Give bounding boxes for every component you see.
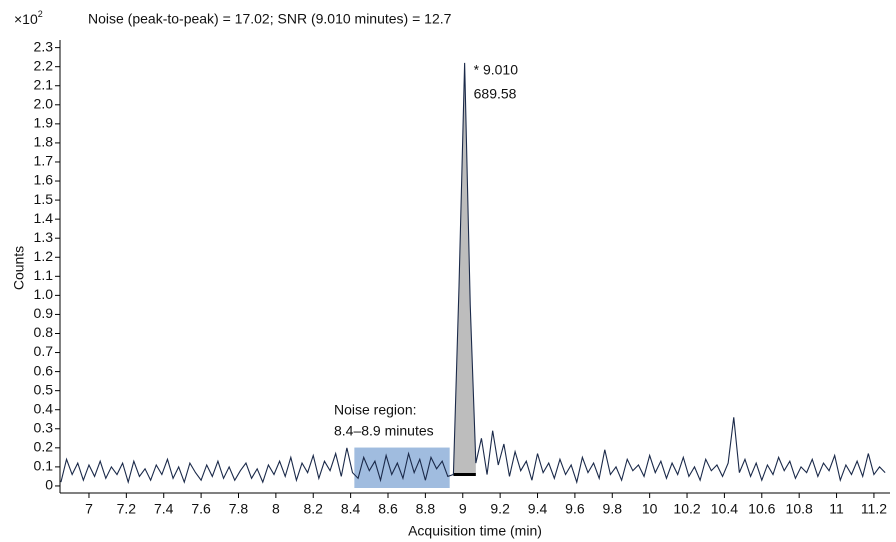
y-tick-label: 1.5 [34,191,54,207]
y-tick-label: 1.1 [34,267,54,283]
x-tick-label: 10.8 [786,501,813,517]
y-tick-label: 2.1 [34,76,54,92]
peak-area [453,62,476,475]
x-tick-label: 9.4 [528,501,548,517]
signal-line [60,62,886,485]
y-tick-label: 1.2 [34,248,54,264]
y-tick-label: 0.2 [34,439,54,455]
x-tick-label: 7.8 [229,501,249,517]
y-tick-label: 0.8 [34,324,54,340]
x-tick-label: 11.2 [861,501,887,517]
y-tick-label: 2.2 [34,57,54,73]
y-tick-label: 0.5 [34,381,54,397]
noise-region [354,447,450,488]
peak-annotation: 689.58 [474,86,517,102]
y-tick-label: 0.7 [34,343,54,359]
y-tick-label: 1.8 [34,134,54,150]
noise-annotation: Noise region: [334,402,417,418]
y-tick-label: 1.7 [34,153,54,169]
x-tick-label: 10.2 [673,501,700,517]
x-tick-label: 9.6 [565,501,585,517]
x-tick-label: 9.8 [603,501,623,517]
x-tick-label: 11 [829,501,844,517]
y-tick-label: 1.6 [34,172,54,188]
y-axis-label: Counts [11,246,27,290]
peak-annotation: * 9.010 [474,62,519,78]
y-tick-label: 2.3 [34,38,54,54]
x-tick-label: 8.8 [416,501,436,517]
x-tick-label: 8 [272,501,280,517]
y-tick-label: 0 [45,477,53,493]
x-tick-label: 9.2 [490,501,510,517]
x-tick-label: 8.2 [304,501,324,517]
y-scale-exponent: 2 [38,9,43,19]
y-tick-label: 1.9 [34,115,54,131]
x-tick-label: 8.4 [341,501,361,517]
x-axis-label: Acquisition time (min) [408,523,542,539]
noise-annotation: 8.4–8.9 minutes [334,423,434,439]
y-tick-label: 0.9 [34,305,54,321]
y-tick-label: 0.6 [34,362,54,378]
x-tick-label: 10.4 [711,501,738,517]
x-tick-label: 7.4 [154,501,174,517]
x-tick-label: 9 [459,501,467,517]
x-tick-label: 7.6 [191,501,211,517]
y-scale: ×102 [14,9,43,26]
y-tick-label: 0.1 [34,458,54,474]
y-tick-label: 1.4 [34,210,54,226]
x-tick-label: 10 [642,501,658,517]
y-scale-base: ×10 [14,11,38,27]
x-tick-label: 8.6 [378,501,398,517]
y-tick-label: 0.3 [34,419,54,435]
x-tick-label: 7.2 [117,501,137,517]
chart-title: Noise (peak-to-peak) = 17.02; SNR (9.010… [88,11,452,27]
y-tick-label: 1.3 [34,229,54,245]
x-tick-label: 10.6 [748,501,775,517]
y-tick-label: 2.0 [34,95,54,111]
y-tick-label: 1.0 [34,286,54,302]
y-tick-label: 0.4 [34,400,54,416]
x-tick-label: 7 [85,501,93,517]
